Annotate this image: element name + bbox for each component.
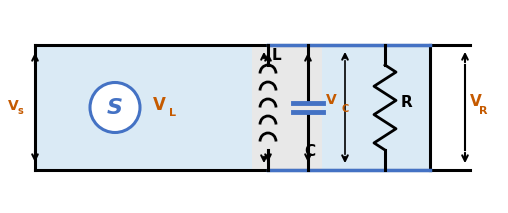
Text: V: V: [153, 96, 166, 115]
Text: V: V: [326, 92, 337, 106]
Text: R: R: [401, 95, 412, 110]
Text: s: s: [18, 106, 24, 117]
Text: L: L: [169, 108, 175, 118]
Text: V: V: [8, 98, 18, 112]
Text: C: C: [304, 144, 315, 160]
Text: R: R: [479, 105, 488, 115]
Ellipse shape: [90, 82, 140, 132]
Text: V: V: [470, 94, 482, 109]
Bar: [35, 45, 430, 170]
Text: L: L: [271, 47, 281, 62]
Bar: [252, 45, 322, 170]
Text: C: C: [342, 104, 350, 114]
Text: S: S: [107, 98, 123, 118]
